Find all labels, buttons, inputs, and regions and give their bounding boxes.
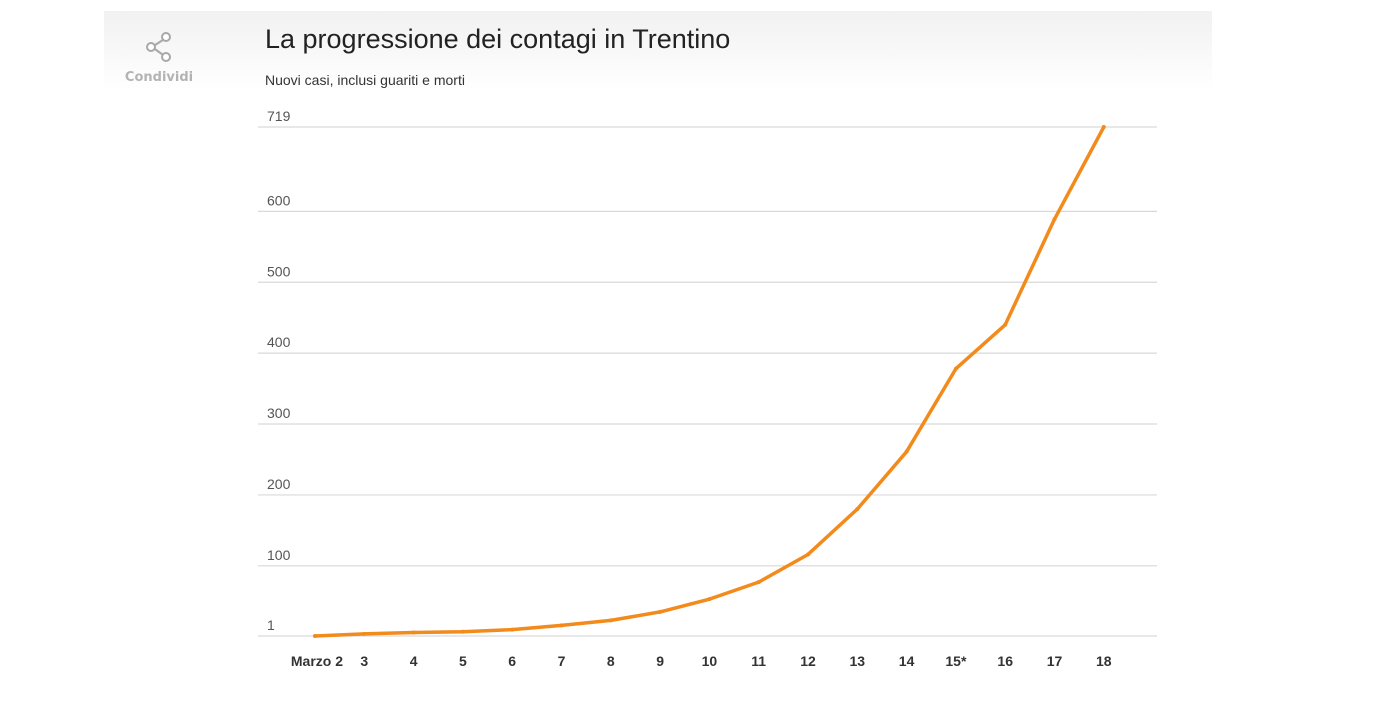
x-tick-label: 16 (997, 653, 1013, 669)
y-axis-ticks: 1 100 200 300 400 500 600 719 (267, 108, 291, 633)
y-tick-label: 100 (267, 547, 291, 563)
data-point (707, 597, 712, 602)
header-band (104, 11, 1212, 91)
y-tick-label: 500 (267, 263, 291, 279)
x-tick-label: 15* (945, 653, 967, 669)
series-layer (313, 125, 1106, 638)
data-point (608, 618, 613, 623)
x-tick-label: 14 (899, 653, 915, 669)
x-tick-label: 7 (558, 653, 566, 669)
data-point (1003, 322, 1008, 327)
y-tick-label: 300 (267, 405, 291, 421)
x-tick-label: 4 (410, 653, 418, 669)
y-tick-label: 600 (267, 192, 291, 208)
data-point (756, 580, 761, 585)
y-tick-label: 719 (267, 108, 291, 124)
data-point (460, 629, 465, 634)
share-button[interactable]: Condividi (124, 30, 194, 85)
y-tick-label: 1 (267, 617, 275, 633)
data-point (806, 552, 810, 557)
chart-subtitle: Nuovi casi, inclusi guariti e morti (265, 72, 465, 88)
x-axis-ticks: Marzo 2 3 4 5 6 7 8 9 10 11 12 13 14 15* 16 17 18 (291, 653, 1112, 669)
y-tick-label: 400 (267, 334, 291, 350)
x-tick-label: 17 (1047, 653, 1063, 669)
grid-lines (258, 126, 1157, 637)
x-tick-label: Marzo 2 (291, 653, 343, 669)
data-point (313, 634, 317, 638)
series-line (313, 125, 1106, 638)
data-point (953, 366, 958, 371)
data-point (362, 631, 367, 636)
x-tick-label: 8 (607, 653, 615, 669)
share-label: Condividi (124, 70, 194, 85)
data-point (510, 627, 515, 632)
x-tick-label: 3 (360, 653, 368, 669)
x-tick-label: 12 (800, 653, 816, 669)
x-tick-label: 9 (656, 653, 664, 669)
x-tick-label: 18 (1096, 653, 1112, 669)
x-tick-label: 13 (850, 653, 866, 669)
x-tick-label: 10 (702, 653, 718, 669)
y-tick-label: 200 (267, 476, 291, 492)
x-tick-label: 5 (459, 653, 467, 669)
data-point (1101, 125, 1106, 129)
data-point (1052, 217, 1057, 222)
data-point (658, 609, 663, 614)
x-tick-label: 11 (751, 653, 766, 669)
share-icon (146, 32, 171, 62)
x-tick-label: 6 (508, 653, 516, 669)
chart-title: La progressione dei contagi in Trentino (265, 24, 731, 54)
data-point (904, 449, 909, 454)
data-point (559, 623, 564, 628)
data-point (855, 507, 860, 512)
data-point (411, 630, 416, 635)
